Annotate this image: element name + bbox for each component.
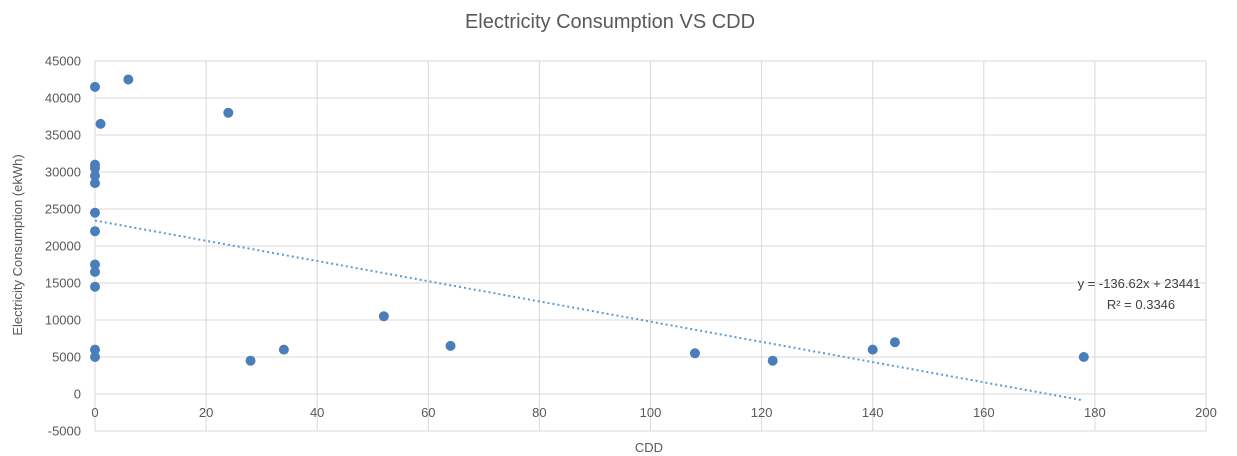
data-point	[90, 163, 100, 174]
y-tick-label: 10000	[45, 313, 81, 328]
x-tick-label: 20	[199, 405, 213, 420]
y-tick-label: 15000	[45, 276, 81, 291]
data-point	[889, 337, 900, 348]
data-point	[90, 170, 100, 181]
chart-title: Electricity Consumption VS CDD	[465, 11, 755, 33]
x-tick-label: 200	[1195, 405, 1217, 420]
data-point	[90, 266, 100, 277]
data-point	[90, 226, 100, 237]
y-tick-label: 30000	[45, 165, 81, 180]
data-points	[90, 74, 1089, 366]
y-axis-ticks: -5000 0 5000 10000 15000 20000 25000 30000 35000…	[45, 54, 81, 439]
data-point	[445, 340, 456, 351]
y-tick-label: -5000	[48, 424, 81, 439]
data-point	[1078, 352, 1089, 362]
x-axis-ticks: 0 20 40 60 80 100 120 140 160 180 200	[91, 405, 1216, 420]
data-point	[95, 118, 106, 129]
data-point	[123, 74, 134, 85]
data-point	[90, 344, 100, 355]
trendline	[94, 219, 1084, 402]
data-point	[689, 348, 700, 359]
y-tick-label: 5000	[52, 350, 81, 365]
y-tick-label: 35000	[45, 128, 81, 143]
trendline-equation: y = -136.62x + 23441	[1078, 276, 1201, 291]
x-tick-label: 40	[310, 405, 324, 420]
data-point	[378, 311, 389, 322]
data-point	[90, 81, 100, 92]
y-tick-label: 25000	[45, 202, 81, 217]
x-tick-label: 60	[421, 405, 435, 420]
x-tick-label: 140	[862, 405, 884, 420]
x-tick-label: 160	[973, 405, 995, 420]
gridlines	[94, 60, 1207, 432]
data-point	[90, 281, 100, 292]
data-point	[90, 352, 100, 362]
y-tick-label: 0	[74, 387, 81, 402]
x-tick-label: 100	[640, 405, 662, 420]
data-point	[278, 344, 289, 355]
y-tick-label: 20000	[45, 239, 81, 254]
x-tick-label: 0	[91, 405, 98, 420]
x-tick-label: 120	[751, 405, 773, 420]
data-point	[767, 355, 778, 366]
y-tick-label: 40000	[45, 91, 81, 106]
data-point	[867, 344, 878, 355]
x-tick-label: 180	[1084, 405, 1106, 420]
data-point	[90, 207, 100, 218]
data-point	[90, 178, 100, 189]
x-axis-label: CDD	[635, 440, 663, 455]
trendline-group	[94, 219, 1084, 402]
trendline-r-squared: R² = 0.3346	[1107, 297, 1175, 312]
data-point	[223, 107, 234, 118]
y-tick-label: 45000	[45, 54, 81, 69]
x-tick-label: 80	[532, 405, 546, 420]
data-point	[245, 355, 256, 366]
y-axis-label: Electricity Consumption (ekWh)	[10, 154, 25, 335]
data-point	[90, 259, 100, 270]
